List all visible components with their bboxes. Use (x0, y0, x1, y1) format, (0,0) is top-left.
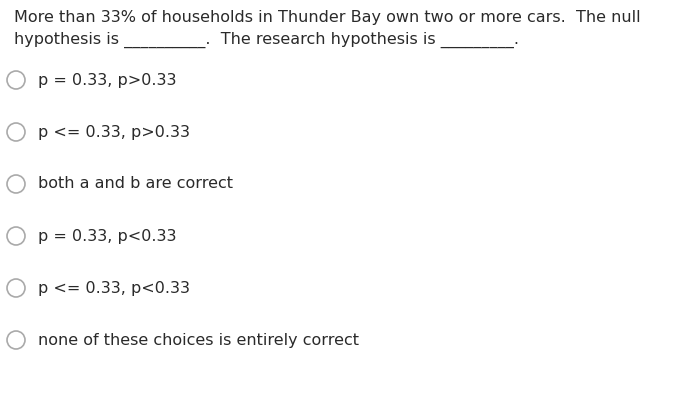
Text: p <= 0.33, p>0.33: p <= 0.33, p>0.33 (38, 125, 190, 139)
Text: hypothesis is __________.  The research hypothesis is _________.: hypothesis is __________. The research h… (14, 32, 529, 48)
Text: p <= 0.33, p<0.33: p <= 0.33, p<0.33 (38, 280, 190, 296)
Text: both a and b are correct: both a and b are correct (38, 176, 233, 192)
Text: none of these choices is entirely correct: none of these choices is entirely correc… (38, 332, 359, 347)
Text: More than 33% of households in Thunder Bay own two or more cars.  The null: More than 33% of households in Thunder B… (14, 10, 640, 25)
Text: p = 0.33, p<0.33: p = 0.33, p<0.33 (38, 229, 177, 243)
Text: p = 0.33, p>0.33: p = 0.33, p>0.33 (38, 72, 177, 88)
